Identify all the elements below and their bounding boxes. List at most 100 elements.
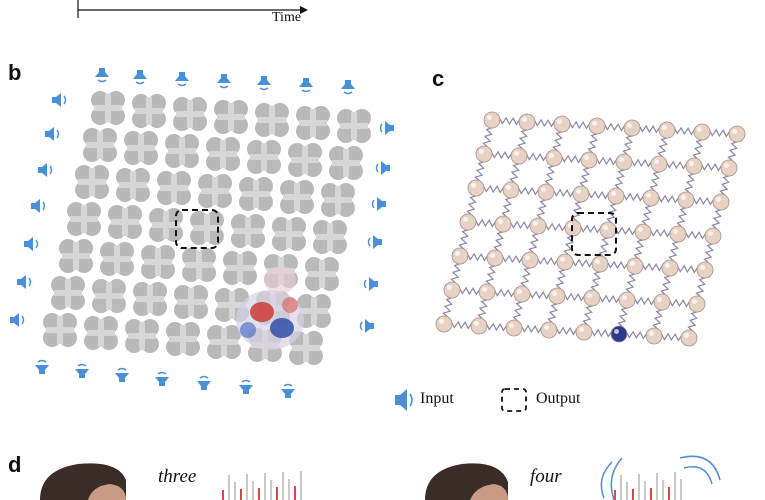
mass — [575, 323, 593, 341]
sound-bar — [276, 487, 278, 500]
speaker-icon — [217, 74, 231, 89]
mass — [502, 181, 520, 199]
lattice-tile — [75, 165, 109, 199]
lattice-tile — [247, 140, 281, 174]
lattice-tile — [231, 214, 265, 248]
legend-output-label: Output — [536, 390, 581, 407]
panel-d-word-right: four — [530, 466, 562, 487]
mass — [693, 123, 711, 141]
panel-d-label: d — [8, 452, 22, 477]
sound-bar — [632, 489, 634, 500]
speaker-icon — [367, 235, 382, 249]
mass — [486, 249, 504, 267]
lattice-tile — [173, 97, 207, 131]
speaker-icon — [31, 199, 46, 213]
lattice-tile — [124, 131, 158, 165]
speaker-icon — [363, 277, 378, 291]
lattice-tile — [223, 251, 257, 285]
mass — [580, 151, 598, 169]
lattice-tile — [165, 134, 199, 168]
mass — [510, 147, 528, 165]
lattice-tile — [51, 276, 85, 310]
panel-c-output-box — [571, 212, 617, 256]
sound-bar — [246, 474, 248, 500]
speaker-icon — [35, 359, 49, 374]
speaker-icon — [95, 68, 109, 83]
mass — [588, 117, 606, 135]
panel-b-field-overlay — [236, 266, 304, 350]
sound-bar — [680, 479, 682, 500]
lattice-tile — [133, 282, 167, 316]
legend-input-label: Input — [420, 390, 454, 407]
lattice-tile — [67, 202, 101, 236]
sound-bar — [264, 473, 266, 500]
mass — [459, 213, 477, 231]
mass — [556, 253, 574, 271]
mass — [669, 225, 687, 243]
speaker-icon — [239, 379, 253, 394]
speaker-icon — [24, 237, 39, 251]
mass — [599, 221, 617, 239]
lattice-tile — [198, 174, 232, 208]
lattice-tile — [84, 316, 118, 350]
panel-b-label: b — [8, 60, 22, 85]
lattice-tile — [255, 103, 289, 137]
speaker-icon — [371, 197, 386, 211]
speaker-icon — [281, 383, 295, 398]
mass — [720, 159, 738, 177]
lattice-tile — [289, 331, 323, 365]
sound-bar — [656, 473, 658, 500]
panel-d-face-left — [40, 463, 126, 500]
lattice-tile — [321, 183, 355, 217]
panel-b-speaker-icons — [10, 68, 394, 398]
mass — [642, 189, 660, 207]
sound-bar — [638, 474, 640, 500]
sound-bar — [668, 487, 670, 500]
mass-highlighted — [610, 325, 628, 343]
mass — [513, 285, 531, 303]
lattice-tile — [166, 322, 200, 356]
panel-d-sound-waves-icon — [600, 455, 721, 500]
sound-bar — [294, 486, 296, 500]
sound-bar — [288, 479, 290, 500]
mass — [661, 259, 679, 277]
sound-bar — [644, 481, 646, 500]
lattice-tile — [116, 168, 150, 202]
lattice-tile — [132, 94, 166, 128]
mass — [615, 153, 633, 171]
mass — [583, 289, 601, 307]
mass — [540, 321, 558, 339]
speaker-icon — [75, 363, 89, 378]
mass — [505, 319, 523, 337]
mass — [645, 327, 663, 345]
mass — [537, 183, 555, 201]
lattice-tile — [141, 245, 175, 279]
mass — [704, 227, 722, 245]
lattice-tile — [214, 100, 248, 134]
mass — [572, 185, 590, 203]
mass — [529, 217, 547, 235]
lattice-tile — [239, 177, 273, 211]
sound-bar — [240, 489, 242, 500]
mass — [658, 121, 676, 139]
mass — [553, 115, 571, 133]
lattice-tile — [337, 109, 371, 143]
lattice-tile — [83, 128, 117, 162]
speaker-icon — [155, 371, 169, 386]
lattice-tile — [59, 239, 93, 273]
mass — [653, 293, 671, 311]
speaker-icon — [359, 319, 374, 333]
sound-bar — [258, 488, 260, 500]
lattice-tile — [125, 319, 159, 353]
mass — [634, 223, 652, 241]
lattice-tile — [190, 211, 224, 245]
lattice-tile — [215, 288, 249, 322]
sound-bar — [662, 480, 664, 500]
mass — [548, 287, 566, 305]
panel-d-sound-bars-left — [222, 471, 302, 500]
sound-bar — [252, 481, 254, 500]
legend-speaker-icon — [395, 389, 413, 411]
panel-b-tile-lattice — [43, 91, 371, 365]
sound-bar — [650, 488, 652, 500]
